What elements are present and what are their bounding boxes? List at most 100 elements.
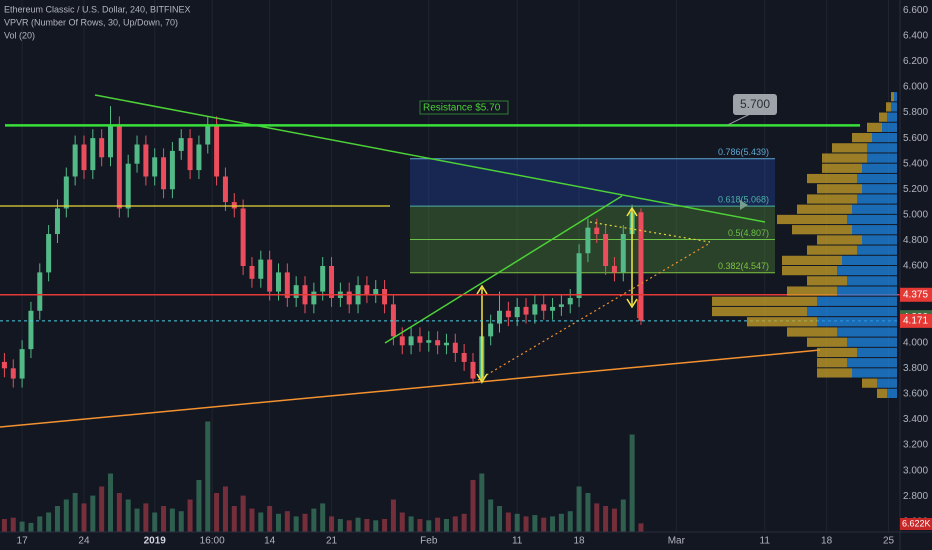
volume-bar [152, 512, 158, 532]
volume-bar [346, 520, 352, 532]
volume-bar [488, 499, 494, 532]
x-tick-label: 14 [264, 536, 276, 547]
volume-bar [222, 486, 228, 532]
profile-down [822, 163, 862, 173]
volume-bar [37, 516, 43, 532]
callout-box [733, 94, 777, 115]
volume-bar [19, 521, 25, 532]
profile-up [842, 255, 897, 265]
candle-body [99, 138, 105, 158]
candle-body [178, 138, 184, 151]
arrow-head [626, 206, 638, 309]
trend-line [94, 94, 766, 223]
volume-bar [72, 493, 78, 532]
volume-bar [532, 515, 538, 532]
y-tick-label: 5.200 [903, 184, 928, 195]
volume-bar [10, 517, 16, 532]
profile-down [747, 317, 817, 327]
candle-body [505, 310, 511, 318]
volume-bar [90, 495, 96, 532]
x-tick-label: 11 [512, 536, 523, 547]
candle-body [249, 266, 255, 279]
profile-up [852, 204, 897, 214]
candle-body [90, 138, 96, 171]
y-tick-label: 5.800 [903, 107, 928, 118]
volume-bar [187, 499, 193, 532]
volume-bar [54, 506, 60, 532]
x-tick-label: 18 [821, 536, 833, 547]
volume-bar [443, 519, 449, 532]
candle-body [452, 342, 458, 353]
y-tick-label: 2.800 [903, 491, 928, 502]
y-tick-label: 3.600 [903, 389, 928, 400]
volume-bar [523, 516, 529, 532]
volume-tag-label: 6.622K [902, 518, 931, 528]
label-layer: Ethereum Classic / U.S. Dollar, 240, BIT… [4, 4, 777, 271]
candle-body [443, 342, 449, 346]
profile-up [852, 368, 897, 378]
indicator-label: VPVR (Number Of Rows, 30, Up/Down, 70) [4, 17, 178, 27]
candle-body [63, 176, 69, 209]
candle-body [399, 336, 405, 346]
candle-body [390, 304, 396, 337]
indicator-label: Vol (20) [4, 30, 35, 40]
profile-up [882, 122, 897, 132]
profile-down [712, 306, 807, 317]
candle-body [143, 144, 149, 177]
volume-bar [541, 517, 547, 532]
volume-bar [99, 486, 105, 532]
volume-bar [169, 508, 175, 532]
profile-down [807, 276, 847, 286]
candle-body [532, 304, 538, 315]
x-tick-label: 11 [760, 536, 771, 547]
candle-body [108, 125, 114, 158]
y-tick-label: 3.200 [903, 440, 928, 451]
volume-bar [302, 513, 308, 532]
profile-up [852, 225, 897, 235]
volume-bar [355, 517, 361, 532]
y-tick-label: 4.800 [903, 235, 928, 246]
volume-bar [178, 511, 184, 532]
x-tick-label: 17 [17, 536, 29, 547]
volume-bar [629, 434, 635, 532]
profile-down [787, 286, 837, 296]
x-tick-label: 16:00 [200, 536, 225, 547]
profile-down [852, 133, 872, 143]
arrow-marker [740, 200, 748, 210]
volume-bar [134, 508, 140, 532]
volume-bar [585, 493, 591, 532]
profile-up [867, 143, 897, 153]
candle-body [550, 306, 556, 311]
candle-body [558, 304, 564, 307]
arrow-head [476, 284, 488, 384]
volume-bar [452, 516, 458, 532]
volume-bar [576, 486, 582, 532]
profile-up [857, 245, 897, 255]
profile-down [891, 92, 894, 102]
candle-body [585, 227, 591, 254]
volume-bar [399, 512, 405, 532]
y-tick-label: 4.600 [903, 261, 928, 272]
chart-title: Ethereum Classic / U.S. Dollar, 240, BIT… [4, 4, 191, 14]
y-tick-label: 3.400 [903, 414, 928, 425]
candle-body [152, 157, 158, 177]
volume-bar [293, 516, 299, 532]
profile-down [807, 245, 857, 255]
volume-bar [390, 499, 396, 532]
candle-body [576, 253, 582, 298]
volume-bar [320, 503, 326, 532]
volume-layer [1, 421, 644, 532]
volume-bar [373, 520, 379, 532]
candle-body [311, 291, 317, 305]
candle-body [134, 144, 140, 164]
profile-up [862, 163, 897, 173]
profile-up [847, 276, 897, 286]
volume-bar [337, 519, 343, 532]
profile-down [867, 122, 882, 132]
candle-body [329, 266, 335, 298]
profile-down [817, 347, 857, 358]
y-tick-label: 6.400 [903, 30, 928, 41]
volume-bar [497, 506, 503, 532]
